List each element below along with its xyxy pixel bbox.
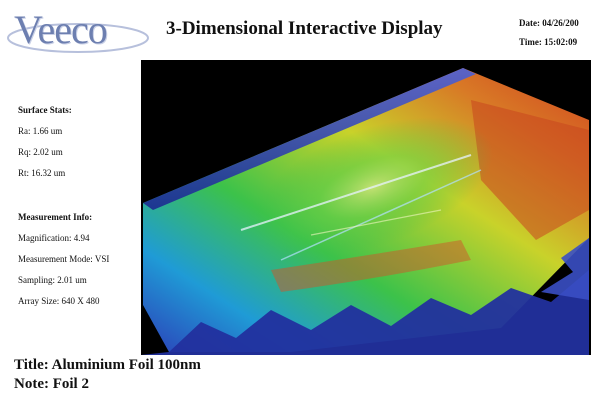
3d-surface-plot[interactable] — [141, 60, 591, 355]
ra-value: Ra: 1.66 um — [18, 126, 63, 136]
rq-value: Rq: 2.02 um — [18, 147, 63, 157]
logo-swoosh-icon — [7, 23, 149, 53]
date-label: Date: 04/26/200 — [519, 18, 579, 28]
surface-right-edge — [541, 238, 589, 300]
plot-note: Note: Foil 2 — [14, 376, 89, 392]
scratch-line-1 — [240, 154, 472, 231]
time-label: Time: 15:02:09 — [519, 37, 578, 47]
measurement-info-heading: Measurement Info: — [18, 212, 93, 222]
array-size-value: Array Size: 640 X 480 — [18, 296, 100, 306]
sampling-value: Sampling: 2.01 um — [18, 275, 87, 285]
surface-stats-heading: Surface Stats: — [18, 105, 72, 115]
footer-block: Title: Aluminium Foil 100nm Note: Foil 2 — [14, 356, 201, 394]
veeco-logo: Veeco — [4, 4, 152, 58]
surface-center-region — [228, 116, 514, 284]
date-time-block: Date: 04/26/200 Time: 15:02:09 — [519, 14, 595, 52]
scratch-line-3 — [310, 209, 442, 236]
measurement-mode-value: Measurement Mode: VSI — [18, 254, 110, 264]
surface-back-edge — [143, 68, 476, 210]
surface-lower-band — [271, 240, 471, 292]
scratch-line-2 — [280, 169, 482, 261]
stats-panel: Surface Stats: Ra: 1.66 um Rq: 2.02 um R… — [18, 100, 144, 312]
magnification-value: Magnification: 4.94 — [18, 233, 90, 243]
surface-render — [141, 68, 589, 355]
logo-text: Veeco — [14, 7, 108, 52]
page-title: 3-Dimensional Interactive Display — [166, 18, 443, 39]
rt-value: Rt: 16.32 um — [18, 168, 66, 178]
surface-front-edge — [141, 270, 589, 355]
plot-title: Title: Aluminium Foil 100nm — [14, 357, 201, 373]
